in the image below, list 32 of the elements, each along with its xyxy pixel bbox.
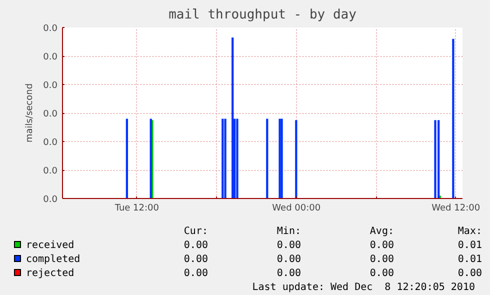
text: 0.00: [276, 239, 302, 253]
x-tick-label: Tue 12:00: [114, 204, 160, 214]
y-tick-label: 0.0: [43, 195, 58, 205]
text: Avg:: [368, 225, 395, 239]
legend-label: rejected: [25, 267, 76, 281]
text: 0.00: [276, 267, 302, 281]
text: 0.00: [182, 267, 209, 281]
y-tick-label: 0.0: [43, 110, 58, 120]
x-tick-label: Wed 00:00: [272, 204, 321, 214]
legend-label: received: [25, 239, 76, 253]
text: 0.00: [276, 253, 302, 267]
text: Last update: Wed Dec 8 12:20:05 2010: [251, 281, 476, 295]
y-tick-label: 0.0: [43, 138, 58, 148]
text: Cur:: [182, 225, 209, 239]
text: 0.00: [368, 253, 395, 267]
y-tick-label: 0.0: [43, 81, 58, 91]
text: 0.00: [182, 253, 209, 267]
text: 0.00: [368, 239, 395, 253]
text: 0.00: [456, 267, 483, 281]
text: Max:: [456, 225, 483, 239]
text: 0.00: [368, 267, 395, 281]
y-tick-label: 0.0: [43, 166, 58, 176]
text: 0.00: [182, 239, 209, 253]
x-tick-label: Wed 12:00: [432, 204, 480, 214]
text: Min:: [276, 225, 302, 239]
y-axis-title: mails/second: [25, 83, 36, 143]
y-tick-label: 0.0: [43, 24, 58, 34]
y-tick-label: 0.0: [43, 52, 58, 62]
legend-label: completed: [25, 253, 82, 267]
text: 0.01: [456, 253, 483, 267]
text: 0.01: [456, 239, 483, 253]
chart-title: mail throughput - by day: [168, 8, 357, 22]
